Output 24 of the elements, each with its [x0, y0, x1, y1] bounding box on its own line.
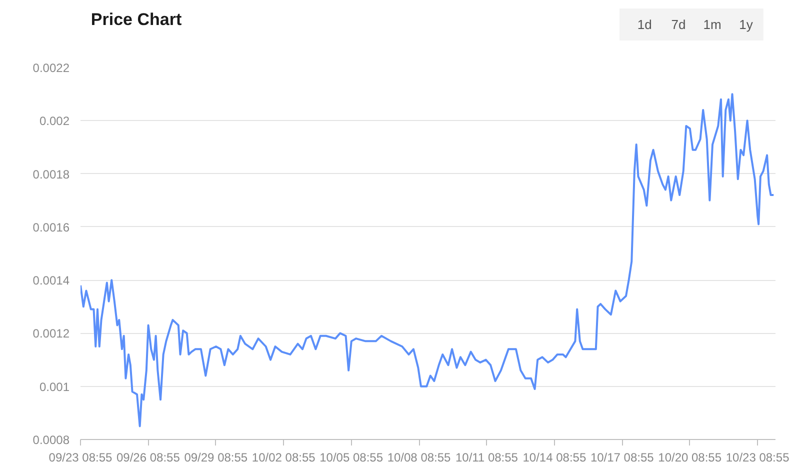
x-tick-label: 09/23 08:55 — [48, 450, 113, 464]
y-tick-label: 0.001 — [39, 380, 70, 394]
text: 7d — [671, 17, 686, 32]
x-tick-label: 10/14 08:55 — [522, 450, 586, 464]
x-tick-label: 10/23 08:55 — [726, 450, 790, 464]
text: 1y — [739, 17, 754, 32]
y-tick-label: 0.002 — [39, 114, 70, 128]
text: 1m — [703, 17, 722, 32]
x-tick-label: 09/26 08:55 — [116, 450, 180, 464]
y-tick-label: 0.0022 — [32, 61, 70, 75]
y-tick-label: 0.0016 — [32, 220, 70, 234]
x-tick-label: 10/02 08:55 — [252, 450, 316, 464]
y-tick-label: 0.0012 — [32, 326, 70, 341]
x-tick-label: 10/17 08:55 — [590, 450, 654, 464]
x-tick-label: 10/11 08:55 — [455, 450, 518, 464]
chart-title: Price Chart — [90, 10, 182, 29]
x-tick-label: 10/08 08:55 — [387, 450, 452, 464]
x-tick-label: 09/29 08:55 — [184, 450, 248, 464]
y-tick-label: 0.0018 — [32, 167, 70, 182]
text: 1d — [637, 17, 652, 32]
y-tick-label: 0.0008 — [32, 433, 70, 447]
x-tick-label: 10/05 08:55 — [320, 450, 384, 464]
y-tick-label: 0.0014 — [32, 274, 70, 288]
x-tick-label: 10/20 08:55 — [658, 450, 722, 464]
